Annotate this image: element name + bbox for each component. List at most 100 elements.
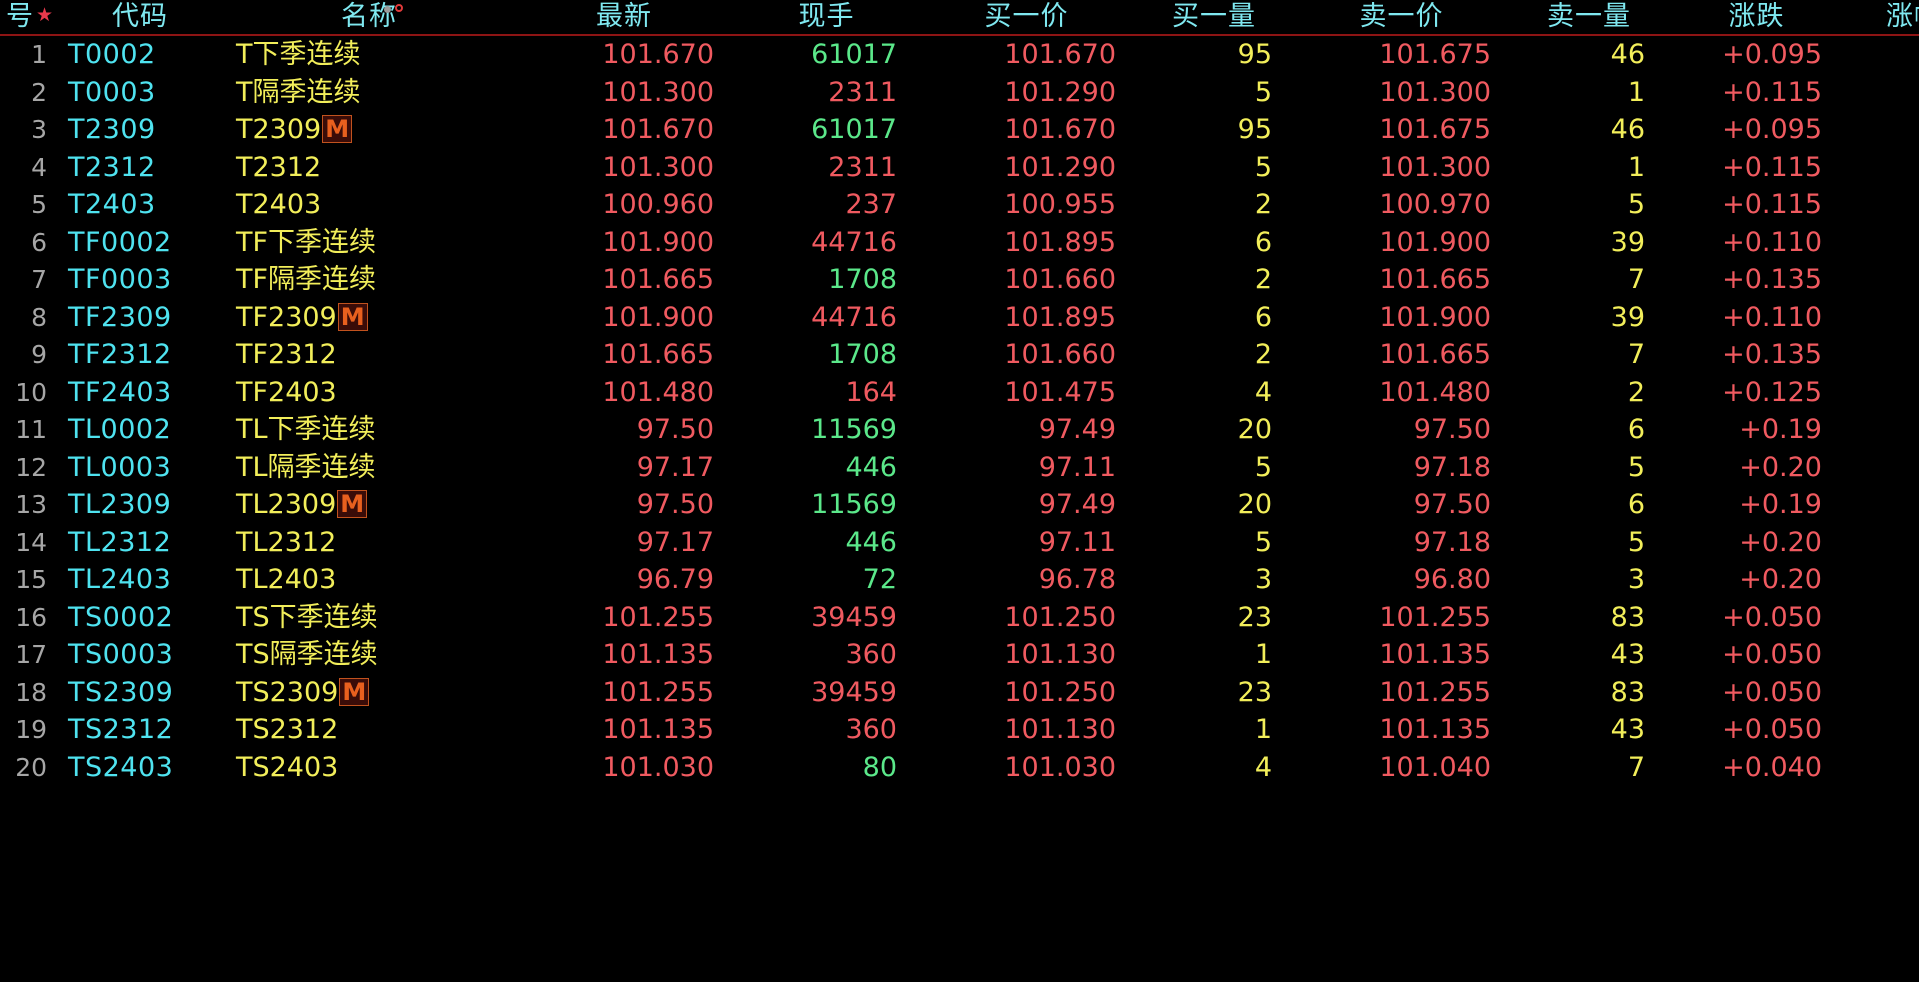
instrument-code[interactable]: T0003 bbox=[68, 76, 156, 108]
instrument-code[interactable]: TS0003 bbox=[68, 639, 174, 671]
price-change: +0.050 bbox=[1722, 639, 1822, 671]
bid-quantity: 6 bbox=[1254, 301, 1272, 333]
instrument-code[interactable]: TF2312 bbox=[68, 339, 172, 371]
price-change: +0.20 bbox=[1739, 564, 1822, 596]
instrument-name[interactable]: TS2312 bbox=[224, 714, 514, 745]
instrument-name[interactable]: T隔季连续 bbox=[224, 77, 514, 108]
instrument-code[interactable]: TL0003 bbox=[68, 451, 172, 483]
instrument-name[interactable]: TF2312 bbox=[224, 339, 514, 370]
price-change: +0.115 bbox=[1722, 76, 1822, 108]
ask-price: 100.970 bbox=[1379, 189, 1491, 221]
table-row[interactable]: 14 TL2312 TL2312 97.17 446 97.11 5 97.18 5 +0.20 0… bbox=[0, 524, 1919, 562]
instrument-code[interactable]: TS2312 bbox=[68, 714, 174, 746]
instrument-code[interactable]: T2312 bbox=[68, 151, 156, 183]
table-row[interactable]: 13 TL2309 TL2309 M 97.50 11569 97.49 20 97.50 6 +0… bbox=[0, 486, 1919, 524]
instrument-name[interactable]: TS2403 bbox=[224, 752, 514, 783]
price-change: +0.095 bbox=[1722, 114, 1822, 146]
column-header-code[interactable]: 代码 bbox=[112, 1, 168, 32]
table-row[interactable]: 20 TS2403 TS2403 101.030 80 101.030 4 101.040 7 +… bbox=[0, 749, 1919, 787]
table-row[interactable]: 15 TL2403 TL2403 96.79 72 96.78 3 96.80 3 +0.20 0.… bbox=[0, 561, 1919, 599]
table-row[interactable]: 6 TF0002 TF下季连续 101.900 44716 101.895 6 101.900… bbox=[0, 224, 1919, 262]
instrument-code[interactable]: TF0002 bbox=[68, 226, 172, 258]
instrument-name[interactable]: TS隔季连续 bbox=[224, 639, 514, 670]
ask-quantity: 39 bbox=[1610, 226, 1645, 258]
price-change: +0.19 bbox=[1739, 489, 1822, 521]
instrument-name[interactable]: T2309 M bbox=[224, 114, 514, 145]
instrument-name[interactable]: TF2309 M bbox=[224, 302, 514, 333]
last-price: 97.50 bbox=[636, 414, 714, 446]
instrument-name[interactable]: T下季连续 bbox=[224, 39, 514, 70]
instrument-name[interactable]: TF下季连续 bbox=[224, 227, 514, 258]
instrument-name[interactable]: TS下季连续 bbox=[224, 602, 514, 633]
table-row[interactable]: 11 TL0002 TL下季连续 97.50 11569 97.49 20 97.50 6 +0.… bbox=[0, 411, 1919, 449]
price-change: +0.125 bbox=[1722, 376, 1822, 408]
table-row[interactable]: 1 T0002 T下季连续 101.670 61017 101.670 95 101.675 4… bbox=[0, 36, 1919, 74]
ask-price: 101.900 bbox=[1379, 226, 1491, 258]
table-row[interactable]: 12 TL0003 TL隔季连续 97.17 446 97.11 5 97.18 5 +0.20 0… bbox=[0, 449, 1919, 487]
price-change: +0.050 bbox=[1722, 714, 1822, 746]
table-row[interactable]: 17 TS0003 TS隔季连续 101.135 360 101.130 1 101.135 4… bbox=[0, 636, 1919, 674]
table-row[interactable]: 5 T2403 T2403 100.960 237 100.955 2 100.970 5 +0.… bbox=[0, 186, 1919, 224]
instrument-code[interactable]: T0002 bbox=[68, 39, 156, 71]
instrument-code[interactable]: TL2309 bbox=[68, 489, 172, 521]
column-header-name[interactable]: 名称 bbox=[341, 1, 397, 32]
bid-price: 101.030 bbox=[1004, 751, 1116, 783]
instrument-name-label: TS2312 bbox=[236, 714, 339, 746]
instrument-code[interactable]: TS2309 bbox=[68, 676, 174, 708]
column-header-ask-price[interactable]: 卖一价 bbox=[1359, 1, 1444, 32]
change-percent: 0.05 bbox=[1844, 639, 1919, 670]
bid-price: 96.78 bbox=[1038, 564, 1116, 596]
column-header-ask-qty[interactable]: 卖一量 bbox=[1547, 1, 1631, 32]
instrument-code[interactable]: TL2403 bbox=[68, 564, 172, 596]
instrument-code[interactable]: TF2309 bbox=[68, 301, 172, 333]
instrument-name[interactable]: TL2312 bbox=[224, 527, 514, 558]
row-index: 11 bbox=[15, 415, 47, 445]
instrument-code[interactable]: TL2312 bbox=[68, 526, 172, 558]
instrument-code[interactable]: TS2403 bbox=[68, 751, 174, 783]
table-row[interactable]: 3 T2309 T2309 M 101.670 61017 101.670 95 101.675… bbox=[0, 111, 1919, 149]
instrument-code[interactable]: TS0002 bbox=[68, 601, 174, 633]
instrument-name[interactable]: TL2403 bbox=[224, 564, 514, 595]
header-separator bbox=[0, 34, 1919, 36]
ask-quantity: 43 bbox=[1610, 714, 1645, 746]
ask-quantity: 6 bbox=[1627, 489, 1645, 521]
column-header-change[interactable]: 涨跌 bbox=[1728, 1, 1785, 32]
table-row[interactable]: 8 TF2309 TF2309 M 101.900 44716 101.895 6 101.90… bbox=[0, 299, 1919, 337]
table-row[interactable]: 16 TS0002 TS下季连续 101.255 39459 101.250 23 101.2… bbox=[0, 599, 1919, 637]
instrument-name[interactable]: TL隔季连续 bbox=[224, 452, 514, 483]
instrument-name[interactable]: TF隔季连续 bbox=[224, 264, 514, 295]
last-price: 101.300 bbox=[602, 151, 714, 183]
table-row[interactable]: 4 T2312 T2312 101.300 2311 101.290 5 101.300 1 +0… bbox=[0, 149, 1919, 187]
instrument-name[interactable]: TL下季连续 bbox=[224, 414, 514, 445]
table-row[interactable]: 19 TS2312 TS2312 101.135 360 101.130 1 101.135 4… bbox=[0, 711, 1919, 749]
instrument-name[interactable]: TL2309 M bbox=[224, 489, 514, 520]
instrument-name[interactable]: T2403 bbox=[224, 189, 514, 220]
bid-price: 101.895 bbox=[1004, 301, 1116, 333]
instrument-name-label: TL隔季连续 bbox=[236, 451, 376, 483]
instrument-code[interactable]: T2309 bbox=[68, 114, 156, 146]
current-volume: 72 bbox=[862, 564, 897, 596]
column-header-bid-qty[interactable]: 买一量 bbox=[1172, 1, 1256, 32]
star-icon[interactable]: ★ bbox=[36, 4, 55, 26]
column-header-index[interactable]: 号 ★ bbox=[0, 2, 56, 32]
table-row[interactable]: 10 TF2403 TF2403 101.480 164 101.475 4 101.480 2… bbox=[0, 374, 1919, 412]
instrument-code[interactable]: TF0003 bbox=[68, 264, 172, 296]
instrument-code[interactable]: TL0002 bbox=[68, 414, 172, 446]
change-percent: 0.11 bbox=[1844, 152, 1919, 183]
instrument-name[interactable]: TF2403 bbox=[224, 377, 514, 408]
table-row[interactable]: 9 TF2312 TF2312 101.665 1708 101.660 2 101.665 7… bbox=[0, 336, 1919, 374]
column-header-bid-price[interactable]: 买一价 bbox=[984, 1, 1069, 32]
column-header-change-pct[interactable]: 涨幅 bbox=[1886, 1, 1919, 32]
table-row[interactable]: 2 T0003 T隔季连续 101.300 2311 101.290 5 101.300 1 +0… bbox=[0, 74, 1919, 112]
table-row[interactable]: 7 TF0003 TF隔季连续 101.665 1708 101.660 2 101.665 7… bbox=[0, 261, 1919, 299]
column-header-volume[interactable]: 现手 bbox=[798, 1, 855, 32]
instrument-name[interactable]: T2312 bbox=[224, 152, 514, 183]
instrument-name-label: TF2309 bbox=[236, 301, 337, 333]
instrument-code[interactable]: TF2403 bbox=[68, 376, 172, 408]
current-volume: 44716 bbox=[811, 301, 897, 333]
bid-price: 101.670 bbox=[1004, 39, 1116, 71]
table-row[interactable]: 18 TS2309 TS2309 M 101.255 39459 101.250 23 101.… bbox=[0, 674, 1919, 712]
column-header-last[interactable]: 最新 bbox=[596, 1, 652, 32]
instrument-name[interactable]: TS2309 M bbox=[224, 677, 514, 708]
instrument-code[interactable]: T2403 bbox=[68, 189, 156, 221]
